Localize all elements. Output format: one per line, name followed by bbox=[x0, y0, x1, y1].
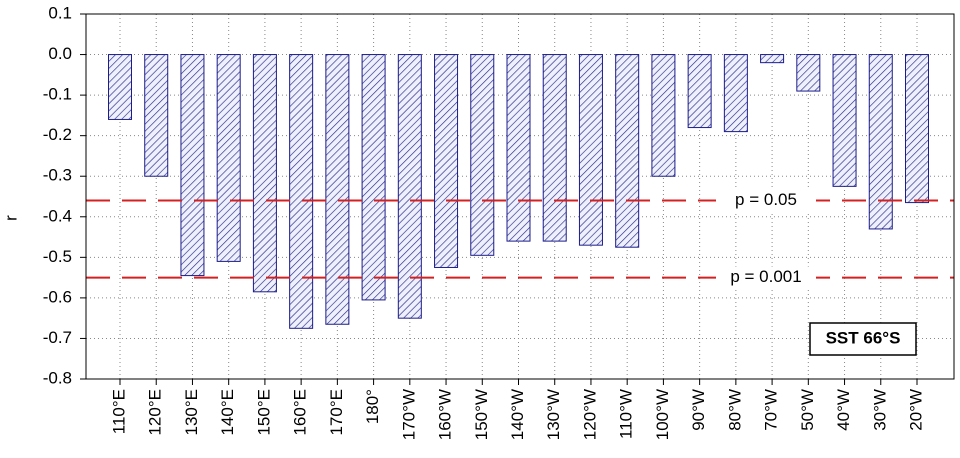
y-tick-label: -0.7 bbox=[43, 328, 72, 347]
bar bbox=[868, 54, 893, 230]
reference-label-bg bbox=[716, 266, 816, 289]
x-tick-label: 130°E bbox=[182, 389, 201, 436]
x-tick-label: 120°W bbox=[580, 389, 599, 440]
bar bbox=[361, 54, 386, 301]
y-tick-label: -0.8 bbox=[43, 368, 72, 387]
x-tick-label: 40°W bbox=[834, 389, 853, 431]
bar bbox=[108, 54, 132, 120]
bar bbox=[578, 54, 603, 246]
bar bbox=[506, 54, 531, 242]
bar bbox=[144, 54, 169, 177]
y-tick-label: -0.2 bbox=[43, 125, 72, 144]
x-tick-label: 160°E bbox=[291, 389, 310, 436]
x-tick-label: 150°W bbox=[472, 389, 491, 440]
x-tick-label: 160°W bbox=[436, 389, 455, 440]
annotation-frame bbox=[809, 322, 917, 356]
y-tick-label: -0.3 bbox=[43, 166, 72, 185]
x-tick-label: 90°W bbox=[689, 389, 708, 431]
bar bbox=[687, 54, 712, 129]
bar bbox=[470, 54, 495, 256]
x-tick-label: 150°E bbox=[254, 389, 273, 436]
bar bbox=[252, 54, 277, 293]
y-tick-label: -0.1 bbox=[43, 85, 72, 104]
annotation-box: SST 66°S bbox=[809, 322, 917, 356]
bar bbox=[325, 54, 350, 325]
x-tick-label: 100°W bbox=[653, 389, 672, 440]
y-tick-label: 0.1 bbox=[48, 3, 72, 22]
x-tick-label: 70°W bbox=[762, 389, 781, 431]
y-tick-label: -0.6 bbox=[43, 287, 72, 306]
x-tick-label: 170°W bbox=[399, 389, 418, 440]
bar bbox=[615, 54, 640, 248]
x-tick-label: 120°E bbox=[146, 389, 165, 436]
annotation: SST 66°S bbox=[826, 328, 901, 347]
x-tick-label: 140°W bbox=[508, 389, 527, 440]
bar bbox=[796, 54, 821, 92]
y-axis-label: r bbox=[1, 215, 20, 221]
bar bbox=[905, 54, 929, 204]
x-tick-label: 30°W bbox=[870, 389, 889, 431]
y-tick-label: -0.5 bbox=[43, 247, 72, 266]
x-tick-label: 80°W bbox=[725, 389, 744, 431]
x-tick-label: 50°W bbox=[798, 389, 817, 431]
bar bbox=[760, 54, 785, 64]
reference-label-bg bbox=[716, 189, 816, 212]
bar bbox=[216, 54, 241, 262]
reference-label: p = 0.001 bbox=[730, 267, 801, 286]
x-tick-label: 110°E bbox=[109, 389, 128, 434]
x-tick-label: 110°W bbox=[617, 389, 636, 439]
x-tick-label: 180° bbox=[363, 389, 382, 424]
x-tick-label: 20°W bbox=[906, 389, 925, 431]
bar bbox=[180, 54, 205, 277]
y-tick-label: 0.0 bbox=[48, 44, 72, 63]
x-tick-label: 130°W bbox=[544, 389, 563, 440]
reference-label: p = 0.05 bbox=[735, 190, 797, 209]
bar bbox=[542, 54, 567, 242]
bar bbox=[832, 54, 857, 187]
bar bbox=[651, 54, 676, 177]
bar bbox=[289, 54, 314, 329]
x-tick-label: 170°E bbox=[327, 389, 346, 436]
bar bbox=[723, 54, 748, 133]
x-tick-label: 140°E bbox=[218, 389, 237, 436]
bar bbox=[434, 54, 459, 268]
y-tick-label: -0.4 bbox=[43, 206, 72, 225]
plot-frame bbox=[85, 13, 955, 380]
bar bbox=[397, 54, 422, 319]
